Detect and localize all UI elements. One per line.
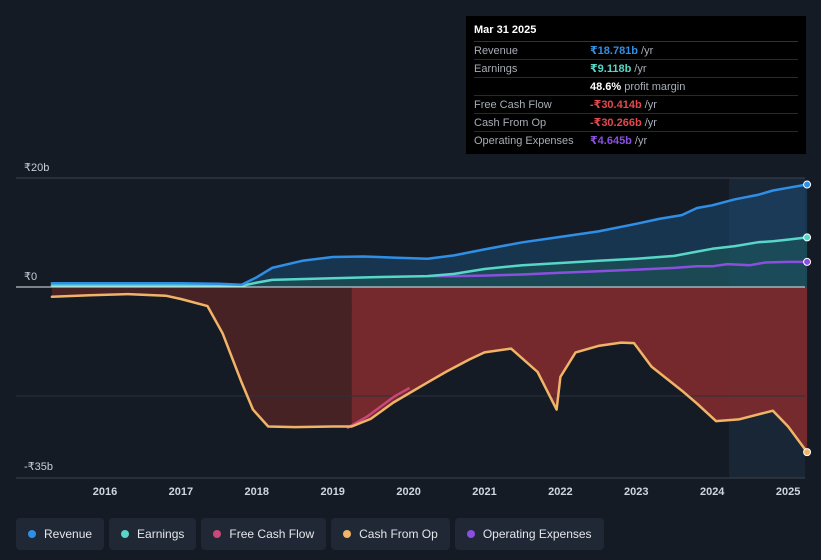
revenue-line bbox=[50, 183, 809, 287]
tooltip-row-value: ₹18.781b bbox=[590, 45, 639, 57]
x-tick-2023: 2023 bbox=[624, 486, 648, 498]
tooltip-date: Mar 31 2025 bbox=[474, 24, 798, 42]
tooltip-row-value: 48.6% bbox=[590, 80, 622, 93]
x-tick-2022: 2022 bbox=[548, 486, 572, 498]
legend-item-revenue[interactable]: Revenue bbox=[16, 518, 105, 550]
legend-item-cash-from-op[interactable]: Cash From Op bbox=[331, 518, 450, 550]
y-tick-zero: ₹0 bbox=[24, 271, 37, 283]
x-tick-2020: 2020 bbox=[396, 486, 420, 498]
tooltip-row-unit: /yr bbox=[634, 62, 647, 75]
earnings-end-dot bbox=[803, 233, 812, 242]
tooltip-row: Revenue ₹18.781b/yr bbox=[474, 42, 798, 60]
tooltip-row-label: Operating Expenses bbox=[474, 134, 574, 147]
legend-dot-icon bbox=[28, 530, 36, 538]
y-tick-bottom: -₹35b bbox=[24, 461, 53, 473]
tooltip-row-value: -₹30.266b bbox=[590, 117, 642, 129]
x-tick-2021: 2021 bbox=[472, 486, 496, 498]
operating-expenses-end-dot bbox=[803, 257, 812, 266]
tooltip-row-label: Revenue bbox=[474, 44, 519, 57]
tooltip-row: Operating Expenses ₹4.645b/yr bbox=[474, 132, 798, 149]
x-tick-2018: 2018 bbox=[245, 486, 269, 498]
x-tick-2016: 2016 bbox=[93, 486, 117, 498]
tooltip-row: Earnings ₹9.118b/yr bbox=[474, 60, 798, 78]
legend-dot-icon bbox=[343, 530, 352, 538]
x-tick-2024: 2024 bbox=[700, 486, 725, 498]
tooltip-row-value: -₹30.414b bbox=[590, 99, 642, 111]
legend-label: Operating Expenses bbox=[482, 527, 592, 541]
legend-item-operating-expenses[interactable]: Operating Expenses bbox=[454, 518, 604, 550]
tooltip-row: 48.6% profit margin bbox=[474, 78, 798, 96]
operating-expenses-line bbox=[426, 260, 809, 278]
tooltip-row: Free Cash Flow -₹30.414b/yr bbox=[474, 96, 798, 114]
legend-item-free-cash-flow[interactable]: Free Cash Flow bbox=[201, 518, 327, 550]
tooltip: Mar 31 2025 Revenue ₹18.781b/yr Earnings ₹9… bbox=[466, 16, 806, 154]
legend-item-earnings[interactable]: Earnings bbox=[109, 518, 197, 550]
legend-label: Free Cash Flow bbox=[229, 527, 315, 541]
y-tick-top: ₹20b bbox=[24, 162, 49, 174]
x-tick-2025: 2025 bbox=[776, 486, 800, 498]
tooltip-row-value: ₹4.645b bbox=[590, 135, 632, 147]
tooltip-row-value: ₹9.118b bbox=[590, 63, 632, 75]
legend-dot-icon bbox=[121, 530, 130, 538]
x-tick-2017: 2017 bbox=[169, 486, 193, 498]
tooltip-row: Cash From Op -₹30.266b/yr bbox=[474, 114, 798, 132]
tooltip-row-unit: /yr bbox=[634, 134, 648, 147]
legend-label: Revenue bbox=[44, 527, 93, 541]
tooltip-row-label: Free Cash Flow bbox=[474, 98, 552, 111]
legend: Revenue Earnings Free Cash Flow Cash From O… bbox=[16, 518, 604, 550]
legend-label: Earnings bbox=[137, 527, 185, 541]
legend-dot-icon bbox=[213, 530, 222, 538]
free-cash-flow-line bbox=[346, 387, 410, 429]
cash-from-op-line bbox=[50, 292, 809, 454]
x-tick-2019: 2019 bbox=[320, 486, 344, 498]
legend-dot-icon bbox=[466, 530, 475, 538]
cash-from-op-area-early bbox=[51, 287, 352, 428]
cash-from-op-end-dot bbox=[803, 448, 812, 457]
legend-label: Cash From Op bbox=[359, 527, 438, 541]
tooltip-row-unit: /yr bbox=[644, 116, 657, 129]
revenue-end-dot bbox=[803, 180, 812, 189]
cash-from-op-area-late bbox=[351, 287, 808, 453]
tooltip-row-unit: /yr bbox=[644, 98, 657, 111]
tooltip-row-label: Earnings bbox=[474, 62, 518, 75]
earnings-area bbox=[51, 237, 808, 287]
tooltip-row-unit: /yr bbox=[641, 44, 654, 57]
tooltip-row-label: Cash From Op bbox=[474, 116, 547, 129]
tooltip-row-unit: profit margin bbox=[624, 80, 686, 93]
